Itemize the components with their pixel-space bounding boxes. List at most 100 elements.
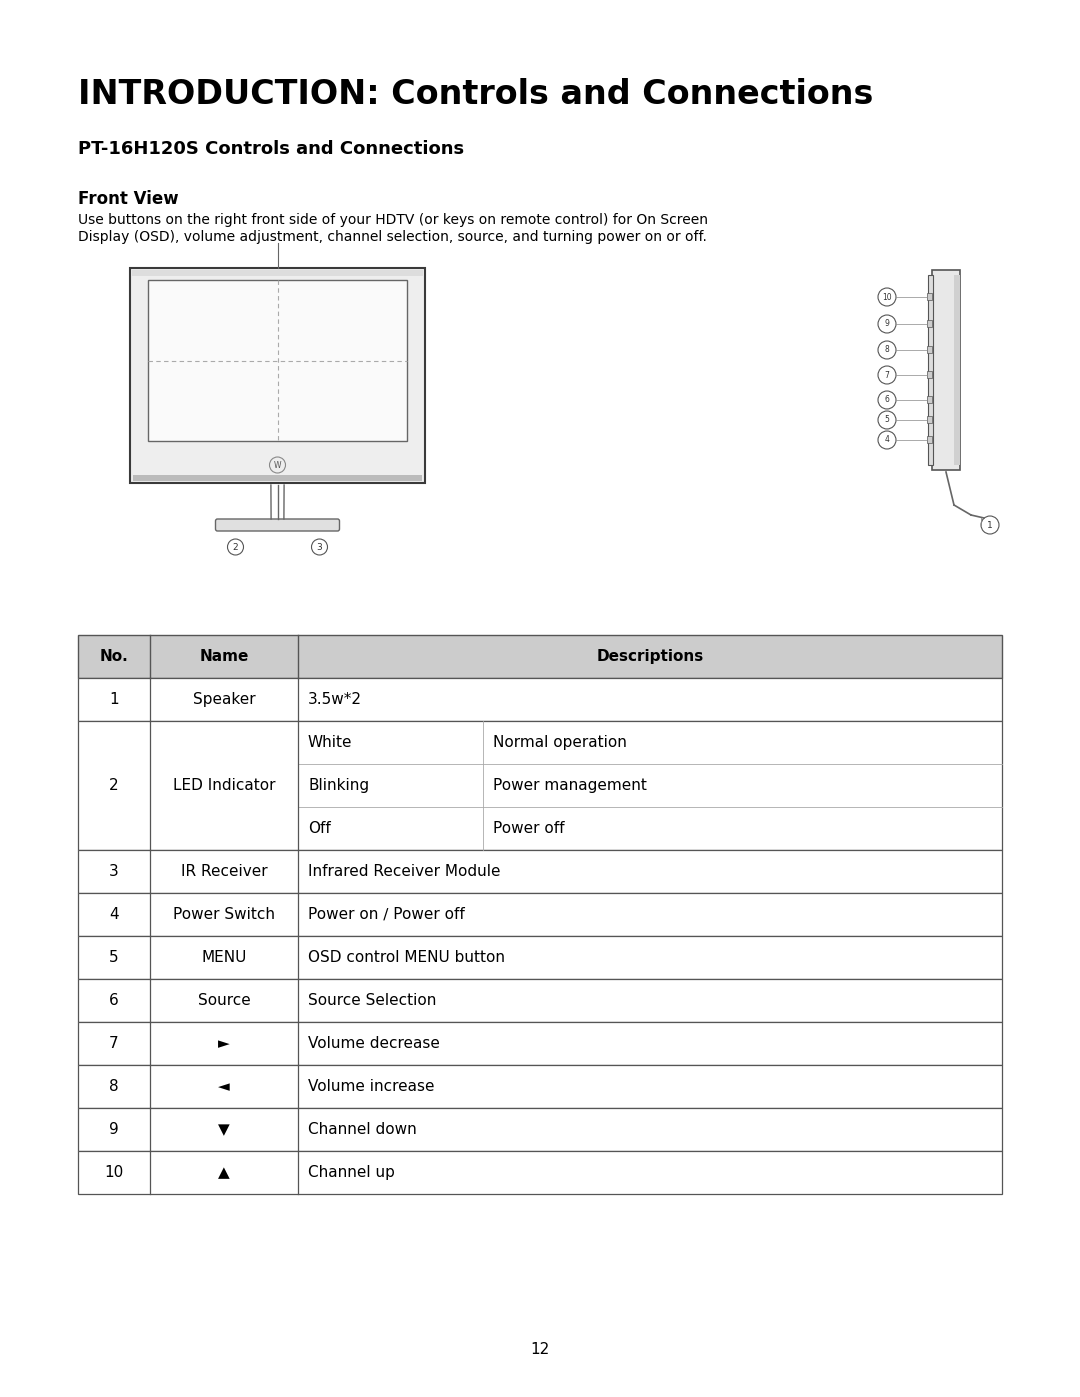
Text: Channel down: Channel down [308,1122,417,1137]
FancyBboxPatch shape [216,520,339,531]
Bar [78,1151,1002,1194]
Text: Source Selection: Source Selection [308,993,436,1009]
Text: Normal operation: Normal operation [492,735,626,750]
Circle shape [878,341,896,359]
Bar [78,1108,1002,1151]
Bar [927,395,932,402]
Text: 1: 1 [987,521,993,529]
Circle shape [878,314,896,332]
Text: Name: Name [200,650,248,664]
Circle shape [270,457,285,474]
Text: 6: 6 [109,993,119,1009]
Bar [78,849,1002,893]
Bar [78,979,1002,1023]
Text: 2: 2 [232,542,239,552]
Circle shape [878,432,896,448]
Text: Infrared Receiver Module: Infrared Receiver Module [308,863,500,879]
Text: Power off: Power off [492,821,565,835]
Bar [133,475,422,481]
Text: 5: 5 [885,415,890,425]
Bar [954,275,960,465]
Text: Descriptions: Descriptions [596,650,704,664]
Text: Volume decrease: Volume decrease [308,1037,440,1051]
Text: 3.5w*2: 3.5w*2 [308,692,362,707]
Text: 12: 12 [530,1343,550,1358]
Text: MENU: MENU [201,950,246,965]
Text: No.: No. [99,650,129,664]
Text: INTRODUCTION: Controls and Connections: INTRODUCTION: Controls and Connections [78,78,874,110]
Circle shape [878,411,896,429]
Bar [928,275,933,465]
Text: Speaker: Speaker [192,692,255,707]
Bar [927,293,932,300]
Text: Power management: Power management [492,778,647,793]
Circle shape [878,391,896,409]
Text: 6: 6 [885,395,890,405]
Bar [78,936,1002,979]
Text: Source: Source [198,993,251,1009]
Text: 9: 9 [109,1122,119,1137]
Text: 10: 10 [882,292,892,302]
Text: OSD control MENU button: OSD control MENU button [308,950,505,965]
Text: ◄: ◄ [218,1078,230,1094]
Bar [932,270,960,469]
Bar [78,678,1002,721]
Text: 4: 4 [109,907,119,922]
Text: W: W [273,461,281,469]
Text: 7: 7 [885,370,890,380]
Text: 8: 8 [885,345,889,355]
Text: ▼: ▼ [218,1122,230,1137]
Bar [78,721,1002,849]
Bar [78,979,1002,1023]
Circle shape [878,288,896,306]
Text: 3: 3 [316,542,322,552]
Text: Volume increase: Volume increase [308,1078,434,1094]
Bar [78,1023,1002,1065]
Text: 3: 3 [109,863,119,879]
Text: 8: 8 [109,1078,119,1094]
Bar [927,416,932,423]
Circle shape [228,539,243,555]
Text: 5: 5 [109,950,119,965]
Bar [927,436,932,443]
Text: 2: 2 [109,778,119,793]
Text: PT-16H120S Controls and Connections: PT-16H120S Controls and Connections [78,140,464,158]
Bar [927,320,932,327]
Text: 9: 9 [885,320,890,328]
Text: White: White [308,735,352,750]
Text: Use buttons on the right front side of your HDTV (or keys on remote control) for: Use buttons on the right front side of y… [78,212,708,226]
Bar [78,1065,1002,1108]
Text: 1: 1 [109,692,119,707]
Bar [927,372,932,379]
Bar [78,1065,1002,1108]
Bar [78,893,1002,936]
Bar [130,268,426,483]
Text: ►: ► [218,1037,230,1051]
Text: Power Switch: Power Switch [173,907,275,922]
Bar [78,1023,1002,1065]
Bar [78,636,1002,678]
Text: 10: 10 [105,1165,123,1180]
Bar [78,721,1002,849]
Circle shape [981,515,999,534]
Text: 4: 4 [885,436,890,444]
Text: ▲: ▲ [218,1165,230,1180]
Text: Front View: Front View [78,190,178,208]
Bar [78,893,1002,936]
Bar [148,279,407,441]
Bar [927,346,932,353]
Text: Display (OSD), volume adjustment, channel selection, source, and turning power o: Display (OSD), volume adjustment, channe… [78,231,707,244]
Text: Power on ∕ Power off: Power on ∕ Power off [308,907,464,922]
Bar [78,1151,1002,1194]
Bar [78,849,1002,893]
Text: Off: Off [308,821,330,835]
Text: Blinking: Blinking [308,778,369,793]
Text: LED Indicator: LED Indicator [173,778,275,793]
Bar [132,270,423,277]
Bar [78,936,1002,979]
Circle shape [878,366,896,384]
Text: 7: 7 [109,1037,119,1051]
Text: IR Receiver: IR Receiver [180,863,268,879]
Circle shape [311,539,327,555]
Text: Channel up: Channel up [308,1165,395,1180]
